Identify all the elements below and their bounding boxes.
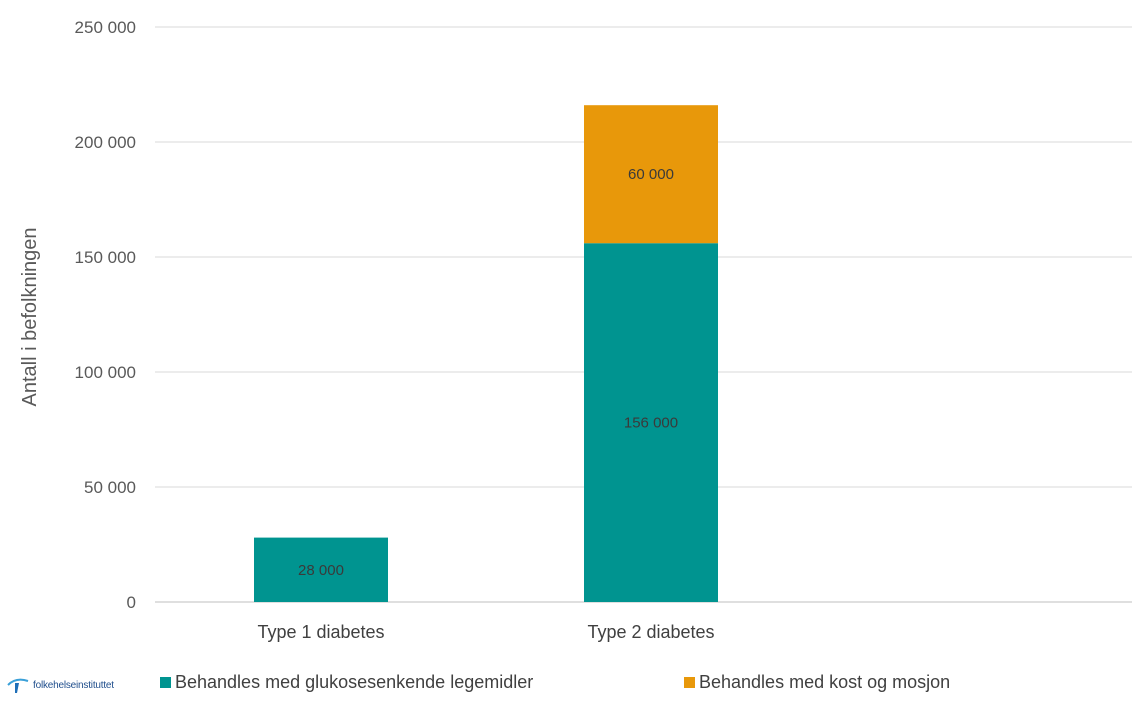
fhi-logo: folkehelseinstituttet [6, 676, 114, 694]
y-tick-label: 50 000 [84, 478, 136, 497]
diabetes-stacked-bar-chart: 0 50 000 100 000 150 000 200 000 250 000 28 0… [19, 18, 1132, 642]
legend-swatch-glukosesenkende [160, 677, 171, 688]
y-tick-label: 250 000 [75, 18, 136, 37]
legend-item-glukosesenkende: Behandles med glukosesenkende legemidler [160, 672, 533, 693]
legend-swatch-kost-mosjon [684, 677, 695, 688]
legend-label-kost-mosjon: Behandles med kost og mosjon [699, 672, 951, 692]
bar-segment [584, 243, 718, 602]
y-tick-label: 150 000 [75, 248, 136, 267]
x-category-label: Type 2 diabetes [587, 622, 714, 642]
legend-item-kost-mosjon: Behandles med kost og mosjon [684, 672, 950, 693]
bar-segment [254, 537, 388, 602]
fhi-logo-text: folkehelseinstituttet [33, 679, 114, 691]
data-label: 28 000 [298, 562, 344, 579]
data-labels: 28 000 156 000 60 000 [298, 166, 678, 579]
y-axis-label: Antall i befolkningen [19, 227, 41, 406]
legend: folkehelseinstituttet Behandles med gluk… [0, 672, 1136, 700]
data-label: 156 000 [624, 415, 678, 432]
legend-label-glukosesenkende: Behandles med glukosesenkende legemidler [175, 672, 534, 692]
y-axis-ticks: 0 50 000 100 000 150 000 200 000 250 000 [75, 18, 136, 612]
bar-segment [584, 105, 718, 244]
x-category-label: Type 1 diabetes [257, 622, 384, 642]
bars [254, 105, 718, 602]
y-tick-label: 0 [127, 593, 136, 612]
y-tick-label: 100 000 [75, 363, 136, 382]
data-label: 60 000 [628, 166, 674, 183]
y-tick-label: 200 000 [75, 133, 136, 152]
x-axis-categories: Type 1 diabetes Type 2 diabetes [257, 622, 714, 642]
fhi-logo-icon [7, 678, 29, 693]
